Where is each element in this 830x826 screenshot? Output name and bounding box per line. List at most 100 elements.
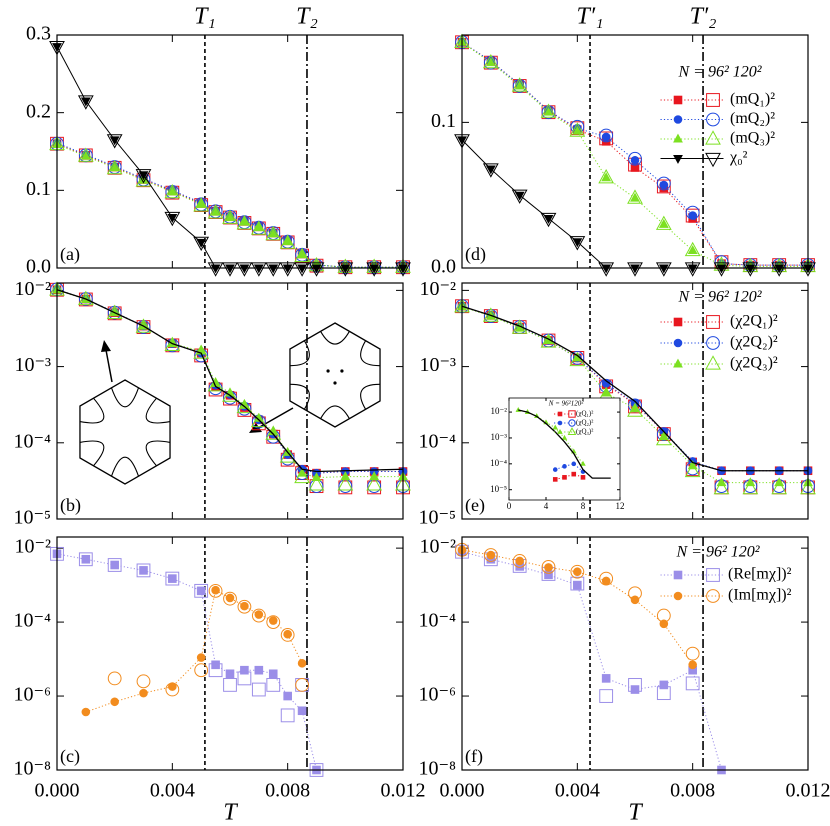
series-line	[461, 549, 694, 666]
marker-triangle-down	[239, 264, 250, 274]
marker-square	[283, 691, 292, 701]
marker-triangle	[552, 424, 558, 430]
marker-circle	[601, 576, 611, 586]
y-tick-label: 0.1	[431, 110, 456, 132]
fermi-line	[360, 383, 381, 410]
legend-title: N = 96² 120²	[675, 544, 760, 561]
marker-triangle-down	[106, 134, 123, 149]
marker-circle	[512, 554, 527, 568]
marker-circle	[541, 560, 556, 574]
y-tick-label: 10⁻⁴	[490, 458, 507, 468]
marker-triangle	[135, 318, 152, 333]
y-tick-label: 10⁻²	[419, 536, 456, 558]
marker-square	[570, 576, 585, 591]
marker-triangle	[655, 215, 672, 230]
panel-label: (c)	[60, 746, 80, 767]
marker-triangle	[210, 206, 221, 216]
marker-circle	[107, 671, 122, 686]
y-tick-label: 10⁻⁶	[418, 684, 456, 706]
marker-triangle-down	[294, 262, 310, 277]
legend-label: (Im[mχ])²	[728, 587, 792, 604]
panel: 0.0 0.1 0.2 0.3 T₁ T₂ (a)	[26, 4, 411, 278]
x-tick-label: 0.012	[381, 780, 426, 802]
panel: 10⁻² 10⁻⁴ 10⁻⁶ 10⁻⁸0.000 0.004 0.008 0.012 N = …	[418, 536, 830, 826]
marker-square	[107, 558, 122, 572]
inset-background	[509, 398, 620, 500]
y-tick-label: 10⁻⁴	[418, 430, 456, 452]
marker-circle	[571, 461, 577, 467]
marker-triangle-down	[705, 152, 721, 168]
y-tick-label: 0.2	[26, 100, 51, 122]
transition-label: T′₁	[577, 4, 604, 30]
marker-triangle	[268, 228, 279, 238]
fermi-line	[79, 397, 105, 424]
marker-triangle-down	[340, 264, 351, 274]
x-tick-label: 0.012	[786, 780, 830, 802]
marker-triangle-down	[265, 262, 282, 277]
marker-triangle	[109, 162, 120, 172]
fermi-surface	[289, 322, 381, 428]
marker-square	[706, 93, 720, 107]
marker-square	[268, 669, 278, 679]
frame	[56, 536, 404, 771]
panel-label: (b)	[60, 495, 81, 516]
marker-circle	[251, 608, 266, 623]
panel: 10⁻² 10⁻³ 10⁻⁴ 10⁻⁵ N = 96² 120² (χ2Q₁)² (χ2Q₂…	[418, 278, 816, 529]
marker-circle	[136, 674, 151, 689]
marker-triangle	[196, 198, 207, 208]
marker-triangle	[684, 241, 701, 257]
panel: 0.0 0.1 T′₁ T′₂ N = 96² 120² (mQ₁)² (mQ₂)² (mQ₃…	[431, 4, 816, 278]
frame	[56, 34, 404, 269]
y-tick-label: 10⁻³	[14, 354, 51, 376]
marker-square	[557, 411, 563, 417]
marker-square	[240, 665, 249, 675]
marker-triangle-down	[655, 262, 672, 277]
marker-triangle-down	[658, 264, 669, 274]
marker-square	[544, 570, 553, 580]
frame	[461, 536, 809, 771]
series-line	[56, 143, 403, 268]
legend-label: (χQ₁)²	[576, 410, 593, 418]
marker-circle	[570, 564, 585, 579]
marker-square	[573, 580, 582, 590]
y-tick-label: 10⁻²	[14, 536, 51, 558]
x-tick-label: 4	[544, 501, 549, 511]
fermi-line	[320, 405, 350, 419]
marker-circle	[196, 653, 206, 662]
marker-triangle	[630, 192, 640, 202]
marker-triangle-down	[297, 264, 307, 274]
marker-square	[673, 570, 683, 580]
marker-square	[656, 179, 671, 194]
marker-triangle	[774, 477, 785, 487]
brillouin-zone	[289, 322, 381, 428]
marker-triangle	[673, 133, 683, 143]
legend-label: (mQ₂)²	[730, 110, 775, 127]
marker-triangle	[561, 434, 568, 440]
x-tick-label: 0.000	[35, 780, 80, 802]
legend-label: (mQ₁)²	[730, 91, 775, 108]
marker-circle	[570, 351, 585, 365]
x-tick-label: 0.008	[265, 780, 310, 802]
marker-triangle	[601, 387, 612, 397]
arrow-shaft	[105, 349, 113, 383]
transition-label: T₂	[296, 4, 318, 30]
marker-triangle	[684, 462, 701, 478]
marker-triangle	[297, 249, 307, 259]
marker-square	[251, 682, 266, 697]
marker-circle	[295, 678, 309, 692]
marker-circle	[688, 660, 697, 670]
marker-circle	[573, 567, 582, 577]
marker-circle	[659, 180, 669, 190]
marker-circle	[283, 629, 292, 639]
marker-triangle-down	[225, 264, 235, 274]
y-tick-label: 0.3	[26, 23, 51, 45]
arrow-head	[249, 423, 262, 433]
y-tick-label: 10⁻⁴	[13, 610, 51, 632]
marker-triangle	[239, 216, 250, 226]
legend-label: (χ2Q₃)²	[730, 355, 778, 372]
marker-triangle-down	[279, 262, 296, 277]
fermi-line	[289, 340, 310, 367]
marker-square	[580, 475, 586, 480]
marker-circle	[630, 155, 640, 165]
